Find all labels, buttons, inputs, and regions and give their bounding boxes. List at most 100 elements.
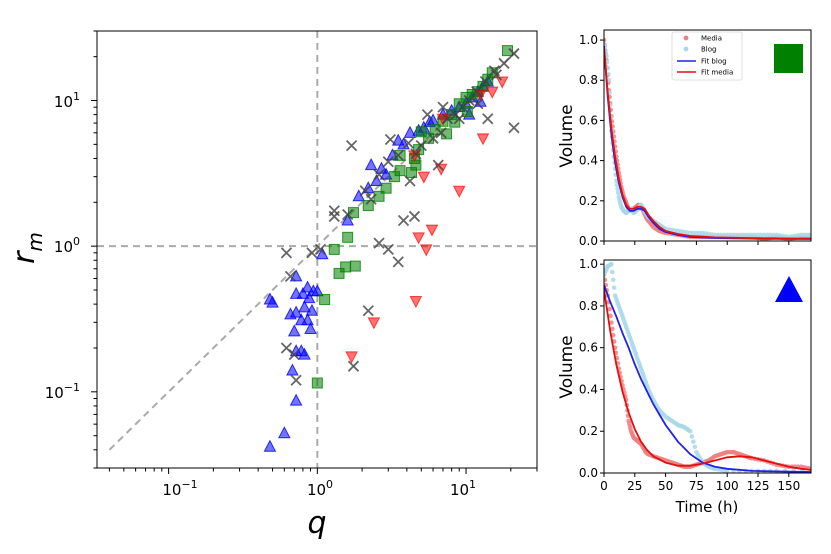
bottom-panel-ticks: 0.0 0.2 0.4 0.6 0.8 1.0 0 25 50 75 100 125 150 bbox=[579, 257, 800, 493]
red-triangle-down-point bbox=[476, 133, 490, 146]
x-tick-label: 150 bbox=[777, 479, 800, 493]
y-tick-label-1: 100 bbox=[54, 235, 80, 256]
gray-cross-point bbox=[284, 270, 297, 283]
y-tick-label: 0.6 bbox=[579, 341, 598, 355]
green-square-point bbox=[413, 144, 425, 156]
gray-cross-point bbox=[328, 205, 340, 217]
gray-cross-point bbox=[402, 137, 415, 149]
blue-triangle-point bbox=[301, 280, 314, 293]
red-triangle-down-point bbox=[452, 185, 466, 198]
gray-cross-point bbox=[472, 98, 484, 110]
gray-cross-point bbox=[421, 108, 434, 121]
gray-cross-point bbox=[453, 113, 465, 125]
blog-data-point bbox=[692, 444, 698, 450]
gray-cross-point bbox=[382, 156, 394, 168]
gray-cross-point bbox=[290, 374, 302, 386]
red-triangle-down-point bbox=[345, 351, 358, 364]
green-square-point bbox=[380, 182, 392, 194]
blog-data-point bbox=[691, 439, 696, 444]
gray-cross-point bbox=[345, 139, 358, 152]
red-triangle-down-point bbox=[417, 171, 431, 184]
gray-cross-point bbox=[362, 305, 374, 317]
red-triangle-down-point bbox=[425, 224, 439, 237]
y-tick-label: 0.2 bbox=[579, 194, 598, 208]
x-tick-label-0.1: 10−1 bbox=[162, 478, 197, 499]
gray-cross-point bbox=[432, 159, 444, 171]
y-tick-label: 0.6 bbox=[579, 113, 598, 127]
green-square-point bbox=[362, 200, 374, 212]
blue-triangle-point bbox=[341, 213, 355, 226]
gray-cross-point bbox=[410, 148, 422, 160]
blue-triangle-point bbox=[263, 292, 277, 305]
main-y-axis-label: rm bbox=[7, 232, 47, 264]
gray-cross-point bbox=[373, 237, 385, 249]
legend-media-label: Media bbox=[701, 35, 722, 43]
gray-cross-point bbox=[347, 360, 360, 372]
green-square-point bbox=[311, 377, 323, 389]
green-square-point bbox=[388, 171, 400, 183]
blue-triangle-point bbox=[364, 158, 378, 171]
blue-triangle-point bbox=[287, 324, 301, 337]
gray-cross-point bbox=[392, 149, 404, 162]
green-square-point bbox=[415, 126, 427, 138]
gray-cross-point bbox=[415, 139, 427, 152]
gray-cross-point bbox=[306, 247, 318, 259]
bottom-y-axis-label: Volume bbox=[557, 335, 577, 398]
y-tick-label: 1.0 bbox=[579, 33, 598, 47]
blue-triangle-point bbox=[315, 247, 329, 260]
blog-data-point bbox=[610, 269, 615, 275]
blog-data-point bbox=[615, 190, 621, 196]
gray-cross-point bbox=[508, 122, 520, 134]
y-tick-label: 0.8 bbox=[579, 73, 598, 87]
gray-cross-point bbox=[498, 57, 510, 69]
green-square-point bbox=[333, 267, 345, 279]
gray-cross-point bbox=[373, 168, 385, 181]
gray-cross-point bbox=[280, 247, 293, 259]
top-volume-panel: 0.0 0.2 0.4 0.6 0.8 1.0 Volume Media Blog Fit… bbox=[557, 29, 812, 248]
gray-cross-point bbox=[437, 101, 449, 113]
blog-data-point bbox=[689, 434, 695, 439]
y-tick-label: 0.8 bbox=[579, 299, 598, 313]
blog-data-point bbox=[687, 428, 693, 434]
x-tick-label-1: 100 bbox=[307, 478, 333, 499]
media-data-point bbox=[607, 306, 612, 312]
bottom-volume-panel: 0.0 0.2 0.4 0.6 0.8 1.0 0 25 50 75 100 125 150 Volum… bbox=[557, 257, 812, 516]
gray-cross-point bbox=[359, 185, 371, 197]
blue-triangle-point bbox=[296, 286, 310, 299]
gray-cross-point bbox=[384, 133, 397, 146]
y-tick-label: 0.0 bbox=[579, 234, 598, 248]
green-square-point bbox=[342, 231, 354, 243]
legend-blog-label: Blog bbox=[701, 46, 716, 54]
green-square-point bbox=[328, 243, 340, 255]
y-tick-label: 0.4 bbox=[579, 154, 598, 168]
green-square-point bbox=[340, 261, 352, 273]
gray-cross-point bbox=[397, 214, 410, 227]
media-data-point bbox=[604, 277, 608, 283]
blog-data-point bbox=[614, 182, 620, 188]
gray-cross-point bbox=[471, 86, 483, 98]
blue-triangle-point bbox=[379, 167, 393, 180]
bottom-plot-frame bbox=[603, 259, 812, 474]
main-axis-ticks bbox=[91, 30, 538, 474]
gray-cross-point bbox=[365, 193, 377, 205]
blue-triangle-point bbox=[289, 393, 303, 406]
fit-media-curve bbox=[604, 48, 811, 240]
x-tick-label-10: 101 bbox=[450, 478, 476, 499]
blue-triangle-point bbox=[263, 439, 277, 452]
red-triangle-down-point bbox=[419, 244, 433, 257]
green-square-point bbox=[410, 159, 422, 171]
y-tick-label: 1.0 bbox=[579, 257, 598, 271]
blue-triangle-point bbox=[301, 313, 314, 326]
gray-cross-point bbox=[328, 210, 340, 223]
blue-triangle-point bbox=[304, 321, 317, 334]
gray-cross-point bbox=[482, 113, 494, 125]
gray-cross-point bbox=[427, 132, 439, 144]
gray-cross-point bbox=[342, 208, 354, 221]
blue-triangle-point bbox=[370, 173, 383, 187]
gray-cross-point bbox=[479, 75, 492, 88]
gray-cross-point bbox=[508, 47, 520, 60]
media-data-point bbox=[609, 320, 614, 325]
red-triangle-down-point bbox=[409, 296, 423, 309]
media-data-point bbox=[608, 313, 613, 319]
